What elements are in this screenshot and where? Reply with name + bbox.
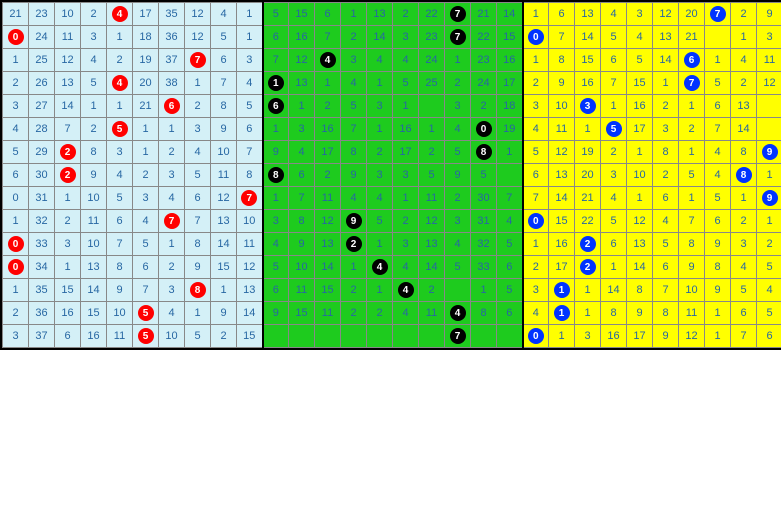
trend-ball: 5 — [138, 328, 154, 344]
trend-ball: 1 — [554, 305, 570, 321]
data-row: 32714112162856125313218310311621613 — [3, 95, 781, 118]
trend-ball: 8 — [736, 167, 752, 183]
trend-ball: 7 — [710, 6, 726, 22]
data-row: 1322116477131038129521233140152251247621 — [3, 210, 781, 233]
trend-ball: 7 — [450, 6, 466, 22]
trend-ball: 7 — [164, 213, 180, 229]
trend-ball: 7 — [241, 190, 257, 206]
data-row: 2123102417351241515611322272114161343122… — [3, 3, 781, 26]
trend-ball: 2 — [580, 236, 596, 252]
data-row: 428725113961316711614019411151732714 — [3, 118, 781, 141]
data-row: 1351514973811361115214215311148710954 — [3, 279, 781, 302]
trend-ball: 7 — [450, 328, 466, 344]
trend-ball: 2 — [580, 259, 596, 275]
data-row: 033310751814114913213134325116261358932 — [3, 233, 781, 256]
trend-ball: 9 — [762, 144, 778, 160]
trend-ball: 0 — [528, 29, 544, 45]
data-row: 2261354203817411314152522417291671517521… — [3, 72, 781, 95]
lottery-trend-chart: 2123102417351241515611322272114161343122… — [0, 0, 781, 350]
trend-ball: 5 — [112, 121, 128, 137]
trend-ball: 2 — [346, 236, 362, 252]
trend-ball: 4 — [112, 6, 128, 22]
trend-ball: 0 — [528, 213, 544, 229]
main-grid: 2123102417351241515611322272114161343122… — [2, 2, 781, 348]
trend-ball: 0 — [528, 328, 544, 344]
data-row: 1251242193776371243442412316181565146141… — [3, 49, 781, 72]
data-row: 236161510541914915112241148641189811165 — [3, 302, 781, 325]
trend-ball: 6 — [684, 52, 700, 68]
trend-ball: 4 — [372, 259, 388, 275]
trend-ball: 2 — [60, 144, 76, 160]
trend-ball: 2 — [60, 167, 76, 183]
trend-ball: 1 — [268, 75, 284, 91]
trend-ball: 6 — [268, 98, 284, 114]
trend-ball: 9 — [762, 190, 778, 206]
trend-ball: 8 — [476, 144, 492, 160]
trend-ball: 1 — [554, 282, 570, 298]
trend-ball: 5 — [138, 305, 154, 321]
data-row: 0241131183612516167214323722150714541321… — [3, 26, 781, 49]
trend-ball: 7 — [450, 29, 466, 45]
trend-ball: 3 — [580, 98, 596, 114]
trend-ball: 7 — [684, 75, 700, 91]
trend-ball: 4 — [398, 282, 414, 298]
trend-ball: 4 — [112, 75, 128, 91]
trend-ball: 6 — [164, 98, 180, 114]
data-row: 33761611510521570131617912176 — [3, 325, 781, 348]
trend-ball: 8 — [268, 167, 284, 183]
data-row: 6302942351188629335956132031025481 — [3, 164, 781, 187]
trend-ball: 7 — [190, 52, 206, 68]
data-row: 529283124107941782172581512192181489 — [3, 141, 781, 164]
trend-ball: 9 — [346, 213, 362, 229]
trend-ball: 5 — [606, 121, 622, 137]
data-row: 0341138629151251014144145336217211469845 — [3, 256, 781, 279]
trend-ball: 8 — [190, 282, 206, 298]
trend-ball: 4 — [320, 52, 336, 68]
trend-ball: 4 — [450, 305, 466, 321]
data-row: 03111053461271711441112307714214161519 — [3, 187, 781, 210]
trend-ball: 0 — [476, 121, 492, 137]
